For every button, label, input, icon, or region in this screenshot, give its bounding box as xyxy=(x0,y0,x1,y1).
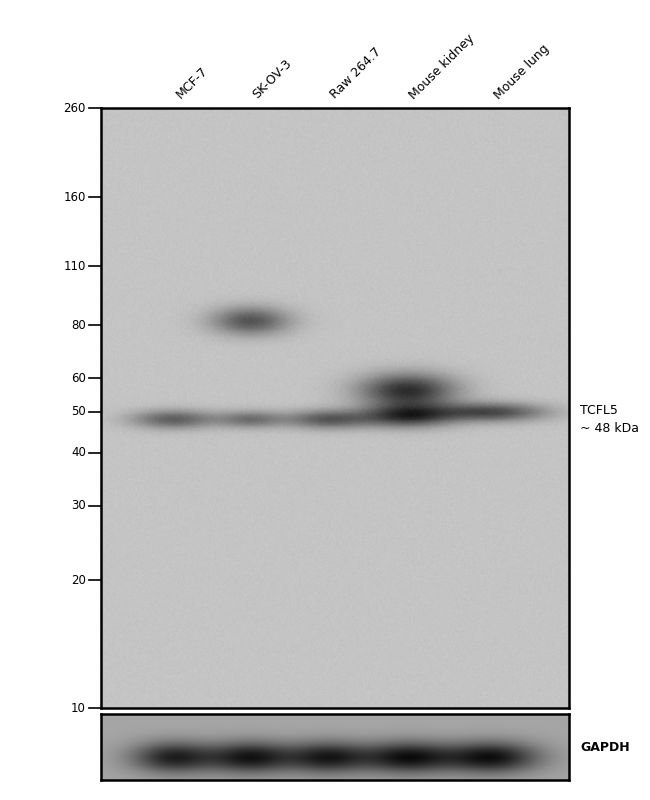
Text: 260: 260 xyxy=(64,102,86,114)
Text: 10: 10 xyxy=(71,702,86,714)
Text: 20: 20 xyxy=(71,574,86,587)
Text: 80: 80 xyxy=(71,318,86,331)
Text: 30: 30 xyxy=(71,499,86,512)
Text: TCFL5
~ 48 kDa: TCFL5 ~ 48 kDa xyxy=(580,404,640,434)
Text: Raw 264.7: Raw 264.7 xyxy=(328,46,384,102)
Text: Mouse kidney: Mouse kidney xyxy=(408,31,478,102)
Text: Mouse lung: Mouse lung xyxy=(491,42,551,102)
Text: 160: 160 xyxy=(64,191,86,204)
Text: 50: 50 xyxy=(71,405,86,418)
Text: MCF-7: MCF-7 xyxy=(174,65,210,102)
Text: 60: 60 xyxy=(71,371,86,385)
Text: GAPDH: GAPDH xyxy=(580,741,630,754)
Text: 40: 40 xyxy=(71,446,86,459)
Text: SK-OV-3: SK-OV-3 xyxy=(250,58,294,102)
Text: 110: 110 xyxy=(64,260,86,273)
